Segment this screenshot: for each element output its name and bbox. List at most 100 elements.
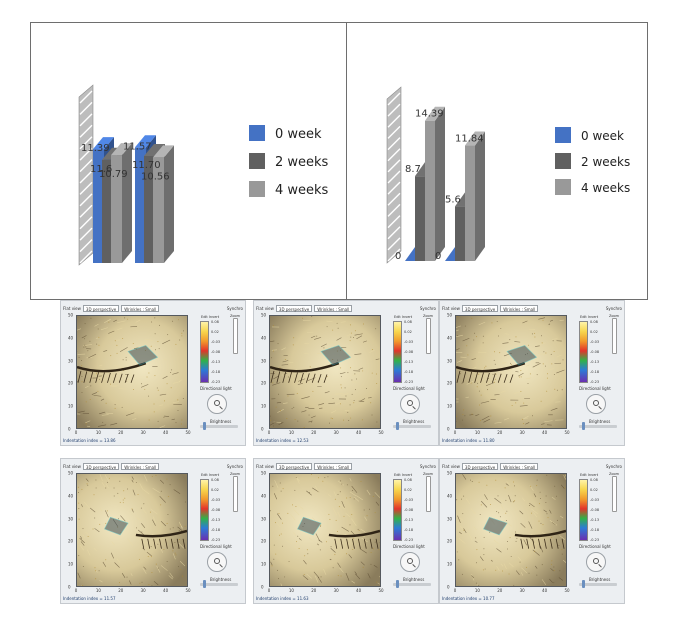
indentation-index: Indentation index = 11.57 bbox=[63, 596, 116, 601]
colorbar-tick-label: -0.13 bbox=[590, 518, 600, 522]
brightness-slider-knob[interactable] bbox=[396, 580, 399, 588]
y-tick-label: 0 bbox=[261, 426, 264, 432]
scale-header: Edit Invert bbox=[394, 473, 413, 477]
skin-texture-map[interactable] bbox=[76, 315, 188, 429]
legend-label: 4 weeks bbox=[275, 183, 329, 198]
panel-toolbar: Flat view 3D perspective Wrinkles : Smal… bbox=[442, 461, 622, 471]
zoom-slider[interactable] bbox=[426, 476, 431, 512]
perspective-select[interactable]: 3D perspective bbox=[461, 304, 499, 312]
y-tick-label: 0 bbox=[68, 584, 71, 590]
zoom-slider[interactable] bbox=[426, 318, 431, 354]
data-label: 10.79 bbox=[99, 169, 128, 180]
synchro-checkbox[interactable]: Synchro bbox=[419, 305, 436, 311]
x-tick-label: 40 bbox=[356, 430, 362, 435]
x-tick-label: 20 bbox=[497, 588, 503, 593]
synchro-checkbox[interactable]: Synchro bbox=[226, 463, 243, 469]
depth-colorbar bbox=[200, 479, 209, 541]
wrinkles-select[interactable]: Wrinkles : Small bbox=[500, 462, 539, 470]
directional-light-checkbox[interactable]: Directional light bbox=[200, 544, 232, 549]
flat-view-label[interactable]: Flat view bbox=[63, 305, 81, 311]
directional-light-checkbox[interactable]: Directional light bbox=[393, 386, 425, 391]
zoom-slider[interactable] bbox=[233, 318, 238, 354]
y-tick-label: 0 bbox=[447, 426, 450, 432]
scale-header: Edit Invert bbox=[580, 315, 599, 319]
colorbar-tick-label: -0.13 bbox=[404, 518, 414, 522]
brightness-slider[interactable] bbox=[200, 425, 238, 428]
brightness-slider-knob[interactable] bbox=[203, 422, 206, 430]
wrinkles-select[interactable]: Wrinkles : Small bbox=[121, 462, 160, 470]
legend-swatch bbox=[249, 125, 265, 141]
skin-texture-map[interactable] bbox=[269, 315, 381, 429]
synchro-checkbox[interactable]: Synchro bbox=[419, 463, 436, 469]
y-tick-label: 20 bbox=[68, 380, 74, 386]
directional-light-checkbox[interactable]: Directional light bbox=[200, 386, 232, 391]
legend-item: 4 weeks bbox=[249, 181, 329, 198]
data-label: 11.6 bbox=[90, 164, 112, 175]
legend-swatch bbox=[555, 153, 571, 169]
flat-view-label[interactable]: Flat view bbox=[256, 305, 274, 311]
legend-swatch bbox=[555, 179, 571, 195]
colorbar-tick-label: -0.08 bbox=[404, 508, 414, 512]
perspective-select[interactable]: 3D perspective bbox=[82, 462, 120, 470]
light-direction-dial[interactable] bbox=[207, 552, 227, 572]
wrinkles-select[interactable]: Wrinkles : Small bbox=[500, 304, 539, 312]
wrinkles-select[interactable]: Wrinkles : Small bbox=[314, 304, 353, 312]
x-tick-label: 40 bbox=[163, 430, 169, 435]
synchro-checkbox[interactable]: Synchro bbox=[226, 305, 243, 311]
brightness-slider[interactable] bbox=[393, 583, 431, 586]
colorbar-tick-label: -0.23 bbox=[404, 380, 414, 384]
light-direction-dial[interactable] bbox=[586, 394, 606, 414]
brightness-slider-knob[interactable] bbox=[582, 422, 585, 430]
wrinkles-select[interactable]: Wrinkles : Small bbox=[121, 304, 160, 312]
scale-header: Edit Invert bbox=[201, 315, 220, 319]
x-tick-label: 10 bbox=[288, 588, 294, 593]
synchro-checkbox[interactable]: Synchro bbox=[605, 305, 622, 311]
flat-view-label[interactable]: Flat view bbox=[256, 463, 274, 469]
light-direction-dial[interactable] bbox=[400, 552, 420, 572]
brightness-slider[interactable] bbox=[200, 583, 238, 586]
zoom-slider[interactable] bbox=[612, 476, 617, 512]
directional-light-checkbox[interactable]: Directional light bbox=[393, 544, 425, 549]
brightness-slider-knob[interactable] bbox=[203, 580, 206, 588]
flat-view-label[interactable]: Flat view bbox=[442, 463, 460, 469]
zoom-label: Zoom bbox=[423, 472, 434, 476]
directional-light-checkbox[interactable]: Directional light bbox=[579, 386, 611, 391]
data-label: 0 bbox=[435, 251, 441, 262]
brightness-slider[interactable] bbox=[393, 425, 431, 428]
zoom-slider[interactable] bbox=[612, 318, 617, 354]
skin-texture-map[interactable] bbox=[269, 473, 381, 587]
skin-analysis-panel-1: Flat view 3D perspective Wrinkles : Smal… bbox=[60, 300, 246, 446]
colorbar-tick-label: -0.08 bbox=[404, 350, 414, 354]
light-direction-dial[interactable] bbox=[586, 552, 606, 572]
x-tick-label: 40 bbox=[542, 430, 548, 435]
y-tick-label: 20 bbox=[261, 380, 267, 386]
skin-texture-map[interactable] bbox=[455, 473, 567, 587]
brightness-slider[interactable] bbox=[579, 425, 617, 428]
flat-view-label[interactable]: Flat view bbox=[63, 463, 81, 469]
brightness-slider-knob[interactable] bbox=[396, 422, 399, 430]
x-tick-label: 20 bbox=[118, 588, 124, 593]
brightness-label: Brightness bbox=[403, 577, 425, 582]
perspective-select[interactable]: 3D perspective bbox=[275, 304, 313, 312]
flat-view-label[interactable]: Flat view bbox=[442, 305, 460, 311]
skin-analysis-panel-2: Flat view 3D perspective Wrinkles : Smal… bbox=[253, 300, 439, 446]
light-direction-dial[interactable] bbox=[400, 394, 420, 414]
wrinkles-select[interactable]: Wrinkles : Small bbox=[314, 462, 353, 470]
bar-chart-svg: 11.39 11.57 11.6 11.70 10.79 10.56 0 week 2 wee… bbox=[78, 79, 329, 266]
brightness-slider[interactable] bbox=[579, 583, 617, 586]
synchro-checkbox[interactable]: Synchro bbox=[605, 463, 622, 469]
perspective-select[interactable]: 3D perspective bbox=[275, 462, 313, 470]
light-direction-dial[interactable] bbox=[207, 394, 227, 414]
skin-texture-map[interactable] bbox=[455, 315, 567, 429]
colorbar-tick-label: -0.08 bbox=[211, 508, 221, 512]
skin-analysis-panel-5: Flat view 3D perspective Wrinkles : Smal… bbox=[253, 458, 439, 604]
perspective-select[interactable]: 3D perspective bbox=[82, 304, 120, 312]
x-tick-label: 20 bbox=[311, 588, 317, 593]
colorbar-tick-label: -0.03 bbox=[404, 340, 414, 344]
skin-texture-map[interactable] bbox=[76, 473, 188, 587]
legend-item: 2 weeks bbox=[555, 153, 630, 169]
zoom-slider[interactable] bbox=[233, 476, 238, 512]
directional-light-checkbox[interactable]: Directional light bbox=[579, 544, 611, 549]
brightness-slider-knob[interactable] bbox=[582, 580, 585, 588]
perspective-select[interactable]: 3D perspective bbox=[461, 462, 499, 470]
